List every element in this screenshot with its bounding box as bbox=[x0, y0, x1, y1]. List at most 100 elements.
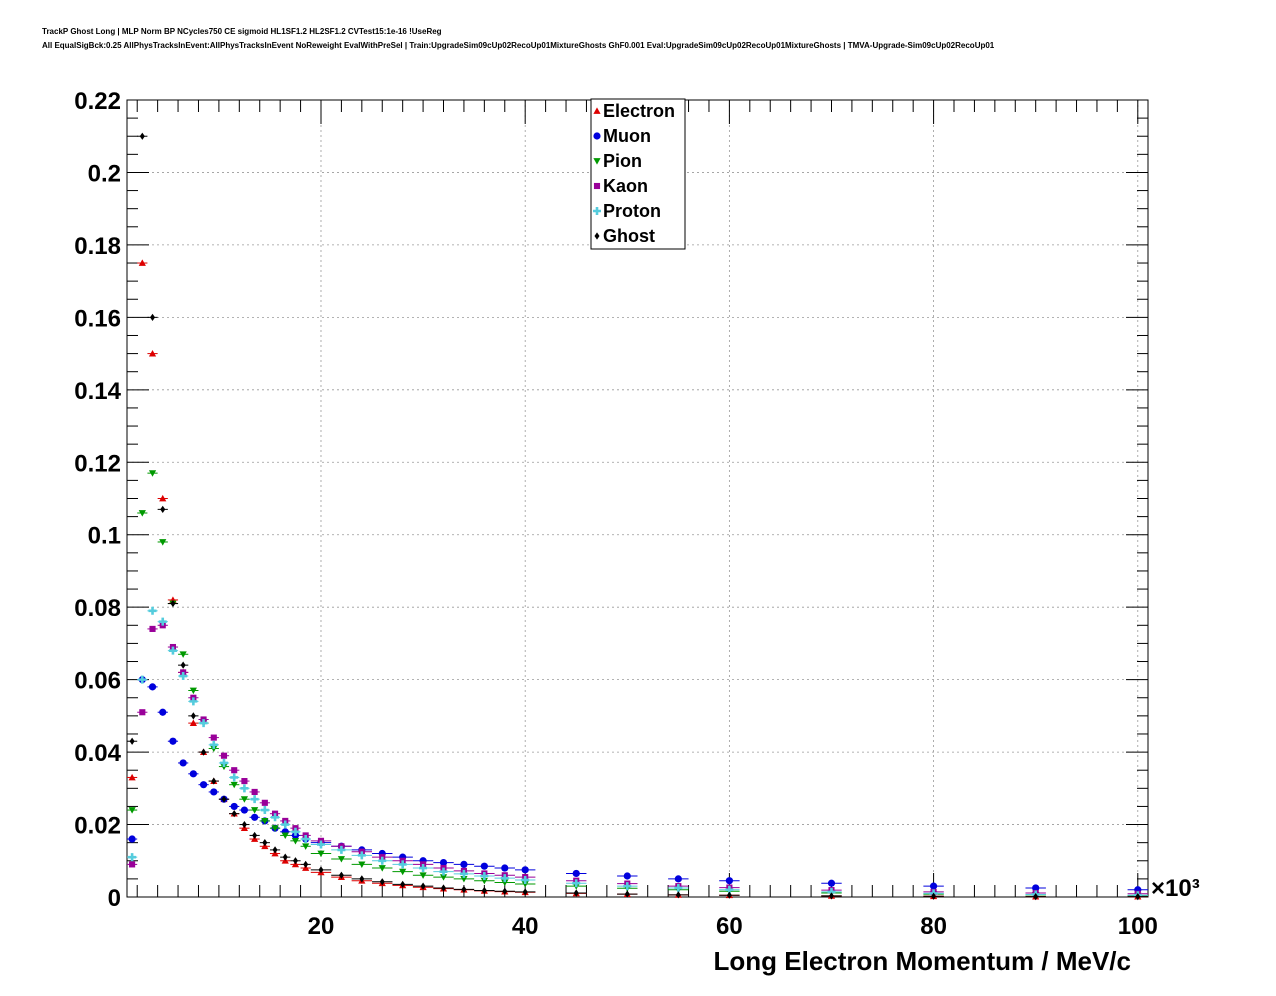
data-point bbox=[149, 625, 156, 632]
data-point bbox=[399, 868, 407, 876]
data-point bbox=[317, 850, 325, 858]
legend-item-pion: Pion bbox=[593, 151, 642, 171]
data-point bbox=[139, 132, 145, 140]
data-point bbox=[170, 599, 176, 608]
data-point bbox=[180, 661, 186, 669]
data-point bbox=[480, 862, 488, 870]
legend: Electron Muon Pion Kaon Proton Ghost bbox=[590, 98, 686, 250]
data-point bbox=[291, 827, 300, 836]
data-point bbox=[282, 853, 288, 861]
legend-marker bbox=[594, 232, 600, 240]
data-point bbox=[158, 617, 167, 626]
data-point bbox=[210, 734, 217, 741]
data-point bbox=[169, 737, 177, 745]
data-point bbox=[725, 877, 733, 885]
data-point bbox=[230, 781, 238, 789]
data-point bbox=[460, 876, 468, 883]
data-point bbox=[481, 886, 487, 895]
data-point bbox=[378, 856, 387, 865]
header-line-1: TrackP Ghost Long | MLP Norm BP NCycles7… bbox=[42, 27, 442, 36]
data-point bbox=[210, 788, 218, 796]
data-point bbox=[292, 857, 298, 865]
data-point bbox=[338, 871, 344, 879]
data-point bbox=[129, 861, 136, 868]
data-point bbox=[460, 860, 468, 868]
data-point bbox=[726, 891, 732, 899]
y-tick-label: 0.16 bbox=[74, 305, 121, 332]
x-axis-label: Long Electron Momentum / MeV/c bbox=[714, 946, 1131, 976]
data-point bbox=[521, 881, 529, 888]
y-tick-label: 0.14 bbox=[74, 378, 121, 405]
data-point bbox=[261, 818, 269, 825]
data-point bbox=[138, 510, 146, 517]
data-point bbox=[501, 879, 509, 887]
header-line-2: All EqualSigBck:0.25 AllPhysTracksInEven… bbox=[42, 41, 995, 50]
data-point bbox=[828, 892, 835, 900]
data-point bbox=[209, 740, 218, 749]
series-proton bbox=[127, 606, 1148, 900]
x-tick-label: 60 bbox=[716, 913, 743, 940]
data-point bbox=[128, 835, 136, 843]
y-tick-label: 0.2 bbox=[88, 160, 121, 187]
series-kaon bbox=[127, 622, 1148, 897]
data-point bbox=[240, 796, 249, 803]
data-point bbox=[459, 869, 468, 878]
data-point bbox=[674, 883, 683, 892]
legend-label: Pion bbox=[603, 151, 642, 171]
data-point bbox=[179, 759, 187, 767]
data-point bbox=[480, 871, 489, 880]
data-point bbox=[500, 874, 509, 883]
data-point bbox=[128, 773, 136, 781]
data-point bbox=[624, 890, 630, 898]
data-point bbox=[358, 861, 366, 868]
data-point bbox=[501, 864, 509, 872]
data-point bbox=[301, 835, 310, 844]
data-point bbox=[302, 843, 310, 850]
data-point bbox=[189, 770, 197, 778]
data-point bbox=[261, 799, 268, 806]
y-tick-label: 0.12 bbox=[74, 450, 121, 477]
data-point bbox=[439, 867, 448, 876]
legend-label: Muon bbox=[603, 126, 651, 146]
data-point bbox=[211, 777, 217, 785]
data-point bbox=[480, 877, 488, 885]
data-point bbox=[168, 646, 177, 655]
data-point bbox=[303, 860, 309, 868]
data-point bbox=[291, 837, 300, 845]
legend-marker bbox=[593, 207, 601, 215]
data-point bbox=[241, 820, 247, 829]
data-point bbox=[522, 888, 528, 896]
data-point bbox=[461, 885, 467, 893]
data-point bbox=[929, 882, 938, 890]
data-point bbox=[159, 539, 167, 546]
data-point bbox=[240, 784, 249, 793]
data-point bbox=[128, 807, 136, 814]
data-point bbox=[572, 879, 581, 888]
legend-label: Kaon bbox=[603, 176, 648, 196]
data-point bbox=[199, 781, 208, 789]
legend-item-electron: Electron bbox=[593, 101, 675, 121]
data-point bbox=[419, 872, 427, 879]
data-point bbox=[240, 806, 249, 814]
data-point bbox=[251, 807, 259, 814]
y-tick-label: 0.08 bbox=[74, 595, 121, 622]
data-point bbox=[159, 494, 167, 502]
legend-item-ghost: Ghost bbox=[594, 226, 655, 246]
data-point bbox=[221, 795, 227, 803]
data-point bbox=[190, 712, 196, 720]
data-point bbox=[148, 470, 157, 477]
data-point bbox=[260, 806, 269, 815]
data-point bbox=[179, 651, 187, 658]
legend-item-proton: Proton bbox=[593, 201, 661, 221]
data-point bbox=[379, 878, 385, 886]
data-point bbox=[1033, 893, 1039, 901]
data-point bbox=[316, 840, 325, 849]
data-point bbox=[439, 874, 448, 881]
data-point bbox=[281, 820, 290, 829]
data-point bbox=[318, 866, 324, 874]
data-point bbox=[250, 795, 259, 804]
y-tick-label: 0.22 bbox=[74, 88, 121, 115]
legend-marker bbox=[593, 182, 601, 190]
legend-label: Ghost bbox=[603, 226, 655, 246]
